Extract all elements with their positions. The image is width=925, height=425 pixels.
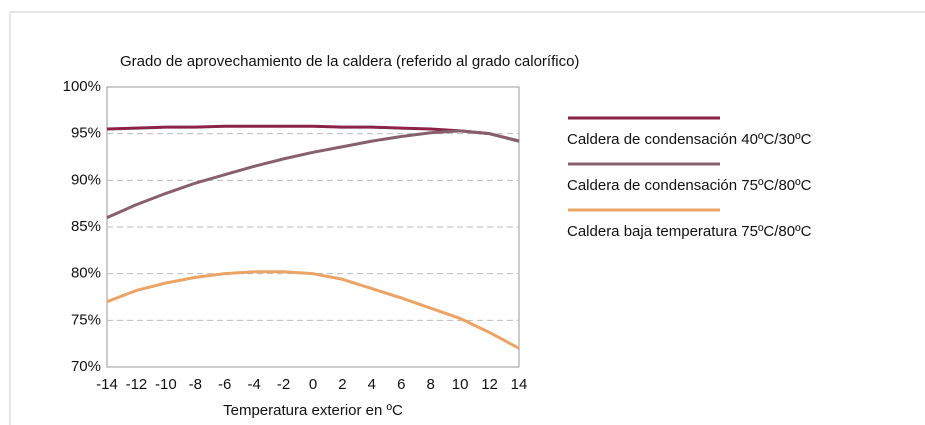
y-tick-label: 70%	[71, 358, 101, 375]
x-tick-label: 12	[481, 376, 498, 393]
x-tick-label: 8	[427, 376, 435, 393]
x-tick-label: 2	[338, 376, 346, 393]
y-tick-label: 85%	[71, 218, 101, 235]
x-tick-label: -2	[277, 376, 290, 393]
y-tick-label: 90%	[71, 171, 101, 188]
legend-label: Caldera de condensación 40ºC/30ºC	[567, 131, 812, 148]
y-tick-label: 80%	[71, 265, 101, 282]
legend-label: Caldera baja temperatura 75ºC/80ºC	[567, 223, 812, 240]
series-line	[106, 129, 520, 220]
x-tick-label: 4	[368, 376, 376, 393]
x-tick-label: -12	[126, 376, 148, 393]
x-tick-label: -14	[96, 376, 118, 393]
x-tick-label: 0	[309, 376, 317, 393]
x-tick-label: -4	[247, 376, 260, 393]
legend-label: Caldera de condensación 75ºC/80ºC	[567, 177, 812, 194]
x-tick-label: -8	[189, 376, 202, 393]
y-tick-label: 100%	[63, 78, 101, 95]
y-tick-label: 95%	[71, 125, 101, 142]
x-axis-label: Temperatura exterior en ºC	[223, 402, 403, 419]
x-tick-label: 10	[452, 376, 469, 393]
x-tick-label: -6	[218, 376, 231, 393]
y-tick-label: 75%	[71, 311, 101, 328]
x-tick-label: 14	[511, 376, 528, 393]
chart-title: Grado de aprovechamiento de la caldera (…	[120, 53, 579, 70]
x-tick-label: 6	[397, 376, 405, 393]
x-tick-label: -10	[155, 376, 177, 393]
series-line	[106, 270, 520, 350]
